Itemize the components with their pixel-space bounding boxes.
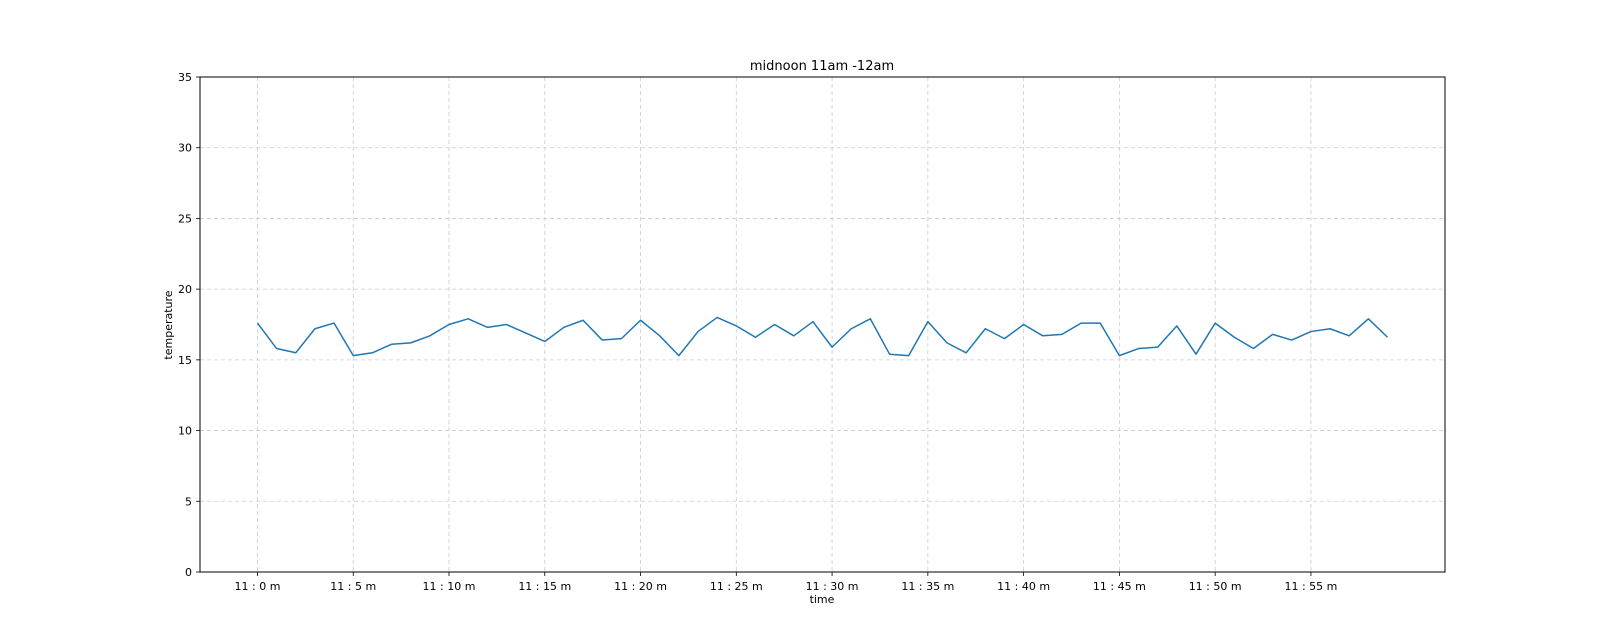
y-tick-label: 25	[178, 212, 192, 225]
x-tick-label: 11 : 45 m	[1093, 580, 1146, 593]
x-tick-label: 11 : 10 m	[423, 580, 476, 593]
y-tick-label: 30	[178, 142, 192, 155]
x-tick-label: 11 : 20 m	[614, 580, 667, 593]
axis-ticks: 0 5 10 15 20 25 30 35 11 : 0 m 11 : 5 m 11 : 10 m 1…	[178, 71, 1337, 593]
y-tick-label: 35	[178, 71, 192, 84]
x-tick-label: 11 : 35 m	[901, 580, 954, 593]
y-tick-label: 15	[178, 354, 192, 367]
plot-frame	[199, 76, 1446, 573]
y-tick-label: 0	[185, 566, 192, 579]
y-axis-title: temperature	[162, 290, 175, 359]
y-tick-label: 20	[178, 283, 192, 296]
series-line	[256, 316, 1389, 357]
x-axis-title: time	[810, 593, 835, 606]
x-tick-label: 11 : 55 m	[1284, 580, 1337, 593]
series-layer	[256, 316, 1389, 357]
x-tick-label: 11 : 0 m	[235, 580, 281, 593]
x-tick-label: 11 : 25 m	[710, 580, 763, 593]
y-tick-label: 5	[185, 495, 192, 508]
x-tick-label: 11 : 50 m	[1189, 580, 1242, 593]
x-tick-label: 11 : 15 m	[518, 580, 571, 593]
x-tick-label: 11 : 5 m	[330, 580, 376, 593]
y-tick-label: 10	[178, 425, 192, 438]
x-tick-label: 11 : 30 m	[806, 580, 859, 593]
chart-title: midnoon 11am -12am	[750, 59, 894, 74]
x-tick-label: 11 : 40 m	[997, 580, 1050, 593]
grid	[200, 77, 1445, 572]
